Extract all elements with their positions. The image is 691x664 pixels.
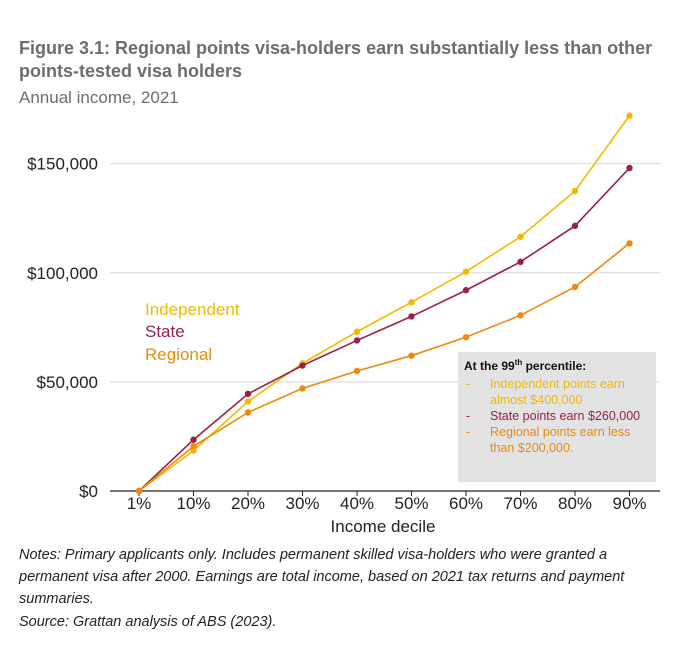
data-point-state	[244, 390, 252, 398]
legend-label-state: State	[145, 322, 185, 341]
callout-item-regional: - Regional points earn less than $200,00…	[464, 424, 650, 456]
x-tick-label: 60%	[449, 494, 483, 513]
x-tick-label: 90%	[612, 494, 646, 513]
data-point-state	[353, 337, 361, 344]
chart-notes: Notes: Primary applicants only. Includes…	[19, 547, 625, 607]
data-point-state	[462, 287, 470, 294]
data-point-independent	[626, 112, 633, 119]
x-axis: 1% 10% 20% 30% 40% 50% 60% 70% 80% 90% Income deci…	[110, 490, 660, 536]
legend-label-independent: Independent	[145, 300, 240, 319]
series-line-regional	[138, 242, 631, 492]
data-point-state	[190, 436, 197, 443]
chart-source: Source: Grattan analysis of ABS (2023).	[19, 614, 277, 630]
y-tick-label: $150,000	[27, 155, 98, 174]
data-point-regional	[190, 443, 197, 450]
data-point-state	[299, 362, 306, 369]
data-point-regional	[571, 283, 579, 291]
data-point-independent	[244, 398, 252, 405]
data-point-independent	[571, 187, 579, 195]
x-tick-label: 50%	[394, 494, 428, 513]
callout-item-text: State points earn $260,000	[490, 409, 641, 423]
x-tick-label: 30%	[285, 494, 319, 513]
x-tick-label: 40%	[340, 494, 374, 513]
data-point-state	[408, 313, 415, 320]
data-point-regional	[517, 312, 524, 319]
data-point-regional	[244, 409, 252, 416]
data-point-independent	[408, 299, 415, 306]
callout-item-text: Independent points earn almost $400,000	[490, 377, 625, 407]
callout-heading: At the 99th percentile:	[464, 358, 587, 373]
chart-subtitle: Annual income, 2021	[19, 88, 179, 107]
callout-bullet: -	[466, 425, 471, 439]
data-point-independent	[462, 268, 470, 275]
data-point-regional	[135, 487, 143, 495]
y-axis: $0 $50,000 $100,000 $150,000	[27, 155, 98, 501]
percentile-callout: At the 99th percentile: - Independent po…	[458, 352, 656, 482]
data-point-state	[517, 258, 524, 266]
callout-item-text: Regional points earn less than $200,000.	[490, 425, 631, 455]
x-tick-label: 1%	[127, 494, 152, 513]
data-point-independent	[517, 233, 524, 240]
x-axis-label: Income decile	[331, 517, 436, 536]
chart-title: Figure 3.1: Regional points visa-holders…	[19, 38, 653, 81]
x-tick-label: 10%	[176, 494, 210, 513]
data-point-state	[626, 164, 633, 172]
y-tick-label: $0	[79, 482, 98, 501]
callout-bullet: -	[466, 409, 471, 423]
data-point-regional	[408, 352, 415, 359]
x-tick-label: 80%	[558, 494, 592, 513]
legend: Independent State Regional	[145, 300, 240, 364]
series-line-independent	[138, 115, 631, 492]
legend-label-regional: Regional	[145, 345, 212, 364]
data-point-regional	[626, 240, 633, 247]
callout-item-independent: - Independent points earn almost $400,00…	[464, 376, 650, 408]
data-point-regional	[299, 385, 306, 392]
line-chart: $0 $50,000 $100,000 $150,000 1% 10% 20% 30% 40%…	[27, 112, 660, 536]
data-point-state	[571, 222, 579, 230]
y-tick-label: $50,000	[37, 373, 98, 392]
data-point-regional	[353, 367, 361, 375]
x-tick-label: 20%	[231, 494, 265, 513]
x-tick-label: 70%	[503, 494, 537, 513]
callout-bullet: -	[466, 377, 471, 391]
series-lines	[135, 112, 633, 495]
callout-item-state: - State points earn $260,000	[464, 408, 650, 424]
data-point-regional	[462, 333, 470, 341]
series-line-state	[138, 167, 631, 492]
y-tick-label: $100,000	[27, 264, 98, 283]
data-point-independent	[353, 328, 361, 335]
